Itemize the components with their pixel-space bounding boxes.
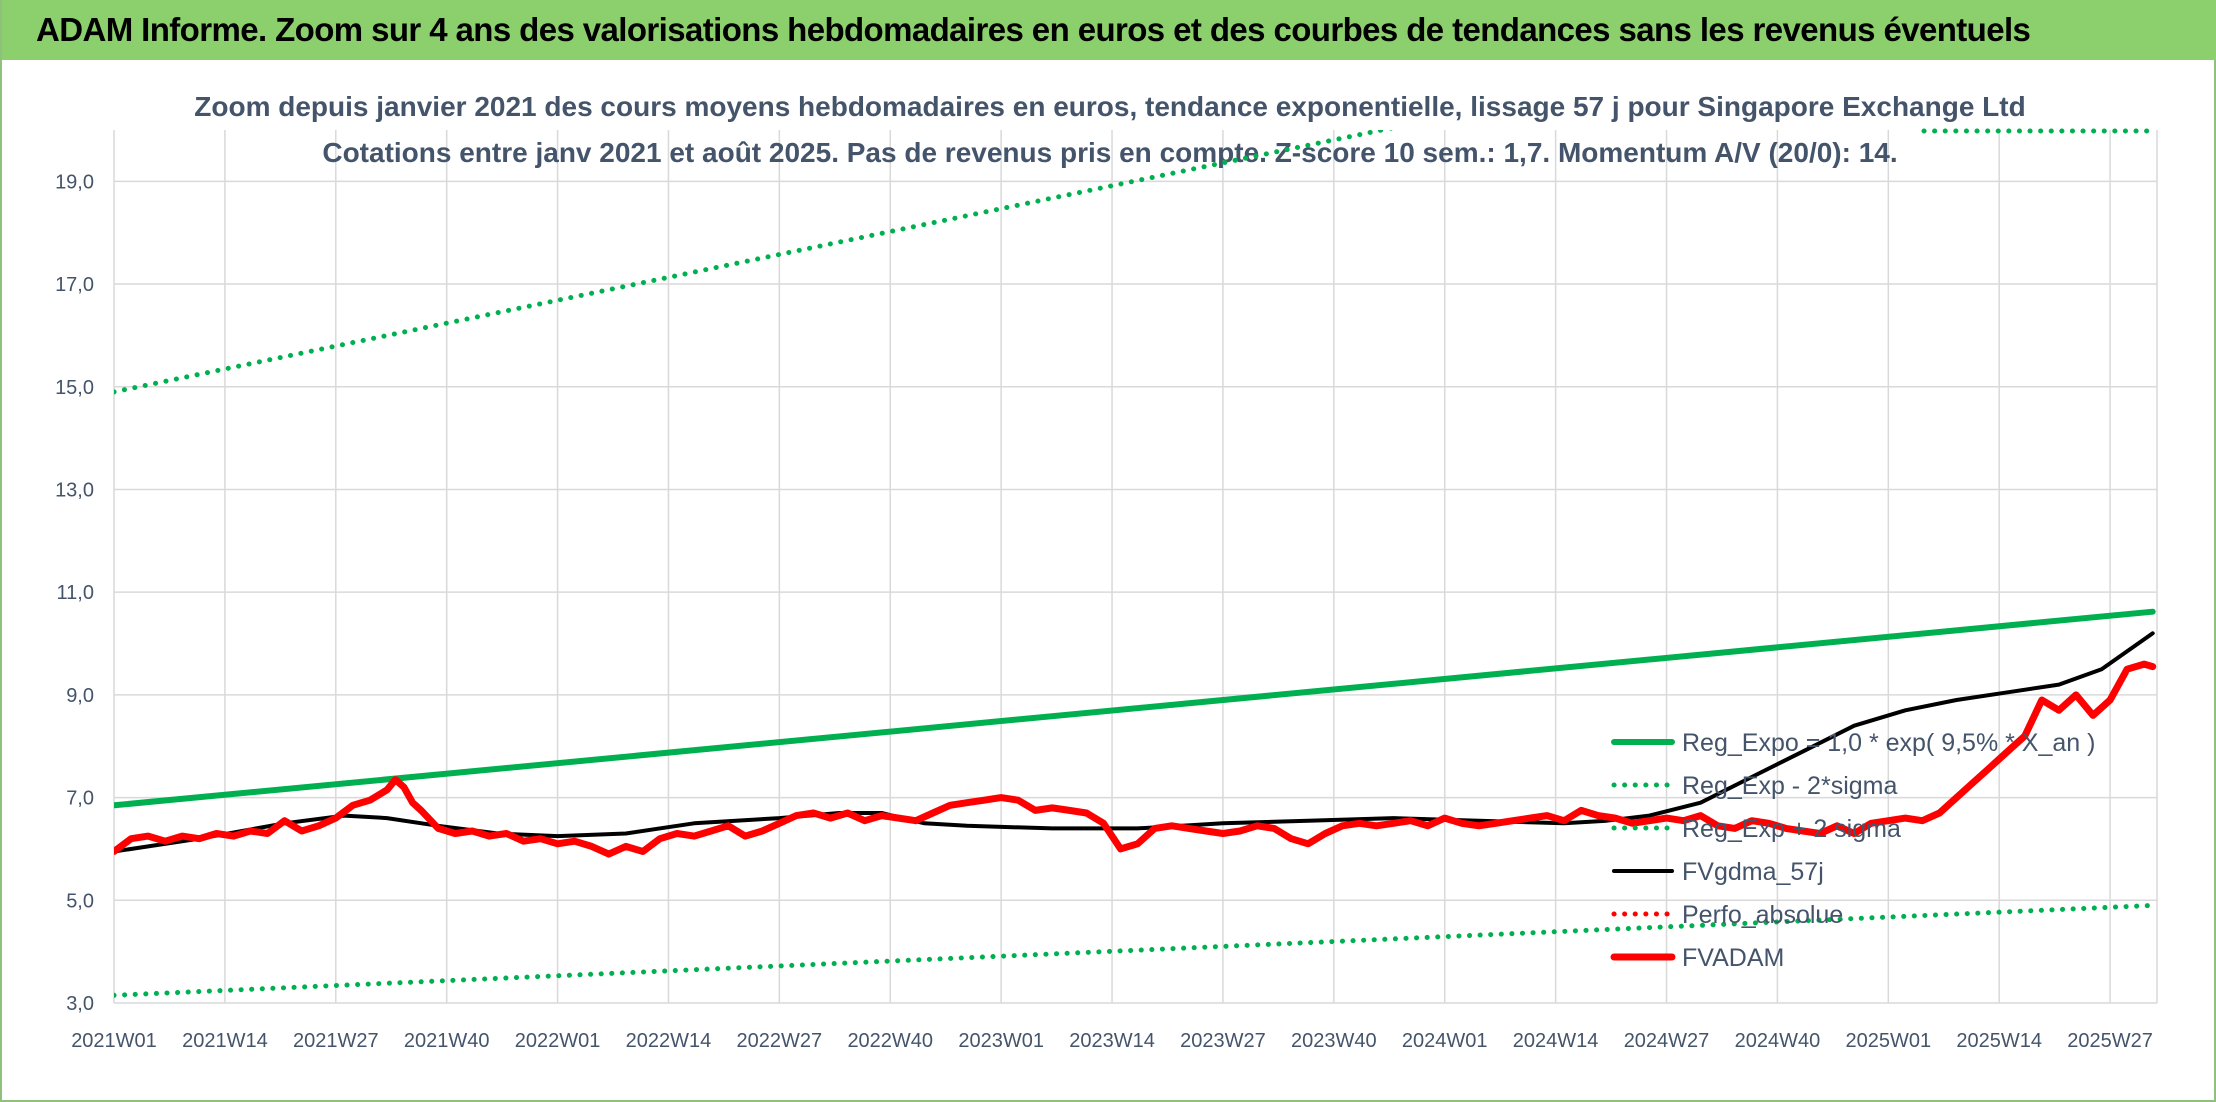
series-lines (114, 130, 2157, 998)
chart-subtitle: Cotations entre janv 2021 et août 2025. … (322, 137, 1897, 168)
x-tick-label: 2025W01 (1845, 1030, 1931, 1052)
x-tick-label: 2024W40 (1735, 1030, 1821, 1052)
legend: Reg_Expo = 1,0 * exp( 9,5% * X_an ) Reg_E… (1610, 729, 2095, 972)
x-tick-label: 2021W01 (71, 1030, 157, 1052)
y-tick-label: 19,0 (55, 171, 94, 193)
legend-label: FVADAM (1682, 944, 1784, 972)
x-tick-label: 2022W01 (515, 1030, 601, 1052)
grid (113, 130, 2158, 1004)
x-tick-label: 2021W27 (293, 1030, 379, 1052)
legend-label: Perfo_absolue (1682, 901, 1843, 929)
y-tick-label: 7,0 (66, 788, 94, 810)
legend-label: Reg_Exp - 2*sigma (1682, 772, 1897, 800)
y-tick-label: 15,0 (55, 377, 94, 399)
x-tick-label: 2024W14 (1513, 1030, 1599, 1052)
y-tick-label: 5,0 (66, 890, 94, 912)
x-tick-label: 2021W14 (182, 1030, 268, 1052)
legend-label: Reg_Exp + 2 sigma (1682, 815, 1901, 843)
series-line-0 (114, 608, 2156, 809)
x-tick-label: 2023W40 (1291, 1030, 1377, 1052)
chart-title: Zoom depuis janvier 2021 des cours moyen… (194, 91, 2025, 122)
x-tick-label: 2021W40 (404, 1030, 490, 1052)
y-axis-ticks: 3,0 5,0 7,0 9,0 11,0 13,0 15,0 17,0 19,0 (55, 171, 94, 1015)
series-line-1 (114, 902, 2156, 998)
y-tick-label: 3,0 (66, 993, 94, 1015)
x-axis-ticks: 2021W01 2021W14 2021W27 2021W40 2022W01 2022W… (71, 1030, 2153, 1052)
y-tick-label: 11,0 (57, 582, 94, 604)
x-tick-label: 2022W14 (626, 1030, 712, 1052)
x-tick-label: 2022W27 (737, 1030, 823, 1052)
x-tick-label: 2023W27 (1180, 1030, 1266, 1052)
y-tick-label: 17,0 (55, 274, 94, 296)
y-tick-label: 9,0 (66, 685, 94, 707)
report-title: ADAM Informe. Zoom sur 4 ans des valoris… (36, 11, 2031, 48)
x-tick-label: 2024W27 (1624, 1030, 1710, 1052)
y-tick-label: 13,0 (55, 479, 94, 501)
legend-label: Reg_Expo = 1,0 * exp( 9,5% * X_an ) (1682, 729, 2095, 757)
x-tick-label: 2022W40 (847, 1030, 933, 1052)
series-line-5 (114, 660, 2157, 858)
series-line-2 (114, 130, 1395, 395)
legend-label: FVgdma_57j (1682, 858, 1824, 886)
x-tick-label: 2025W27 (2067, 1030, 2153, 1052)
x-tick-label: 2023W01 (958, 1030, 1044, 1052)
x-tick-label: 2023W14 (1069, 1030, 1155, 1052)
x-tick-label: 2025W14 (1956, 1030, 2042, 1052)
x-tick-label: 2024W01 (1402, 1030, 1488, 1052)
report-banner: ADAM Informe. Zoom sur 4 ans des valoris… (2, 0, 2216, 60)
